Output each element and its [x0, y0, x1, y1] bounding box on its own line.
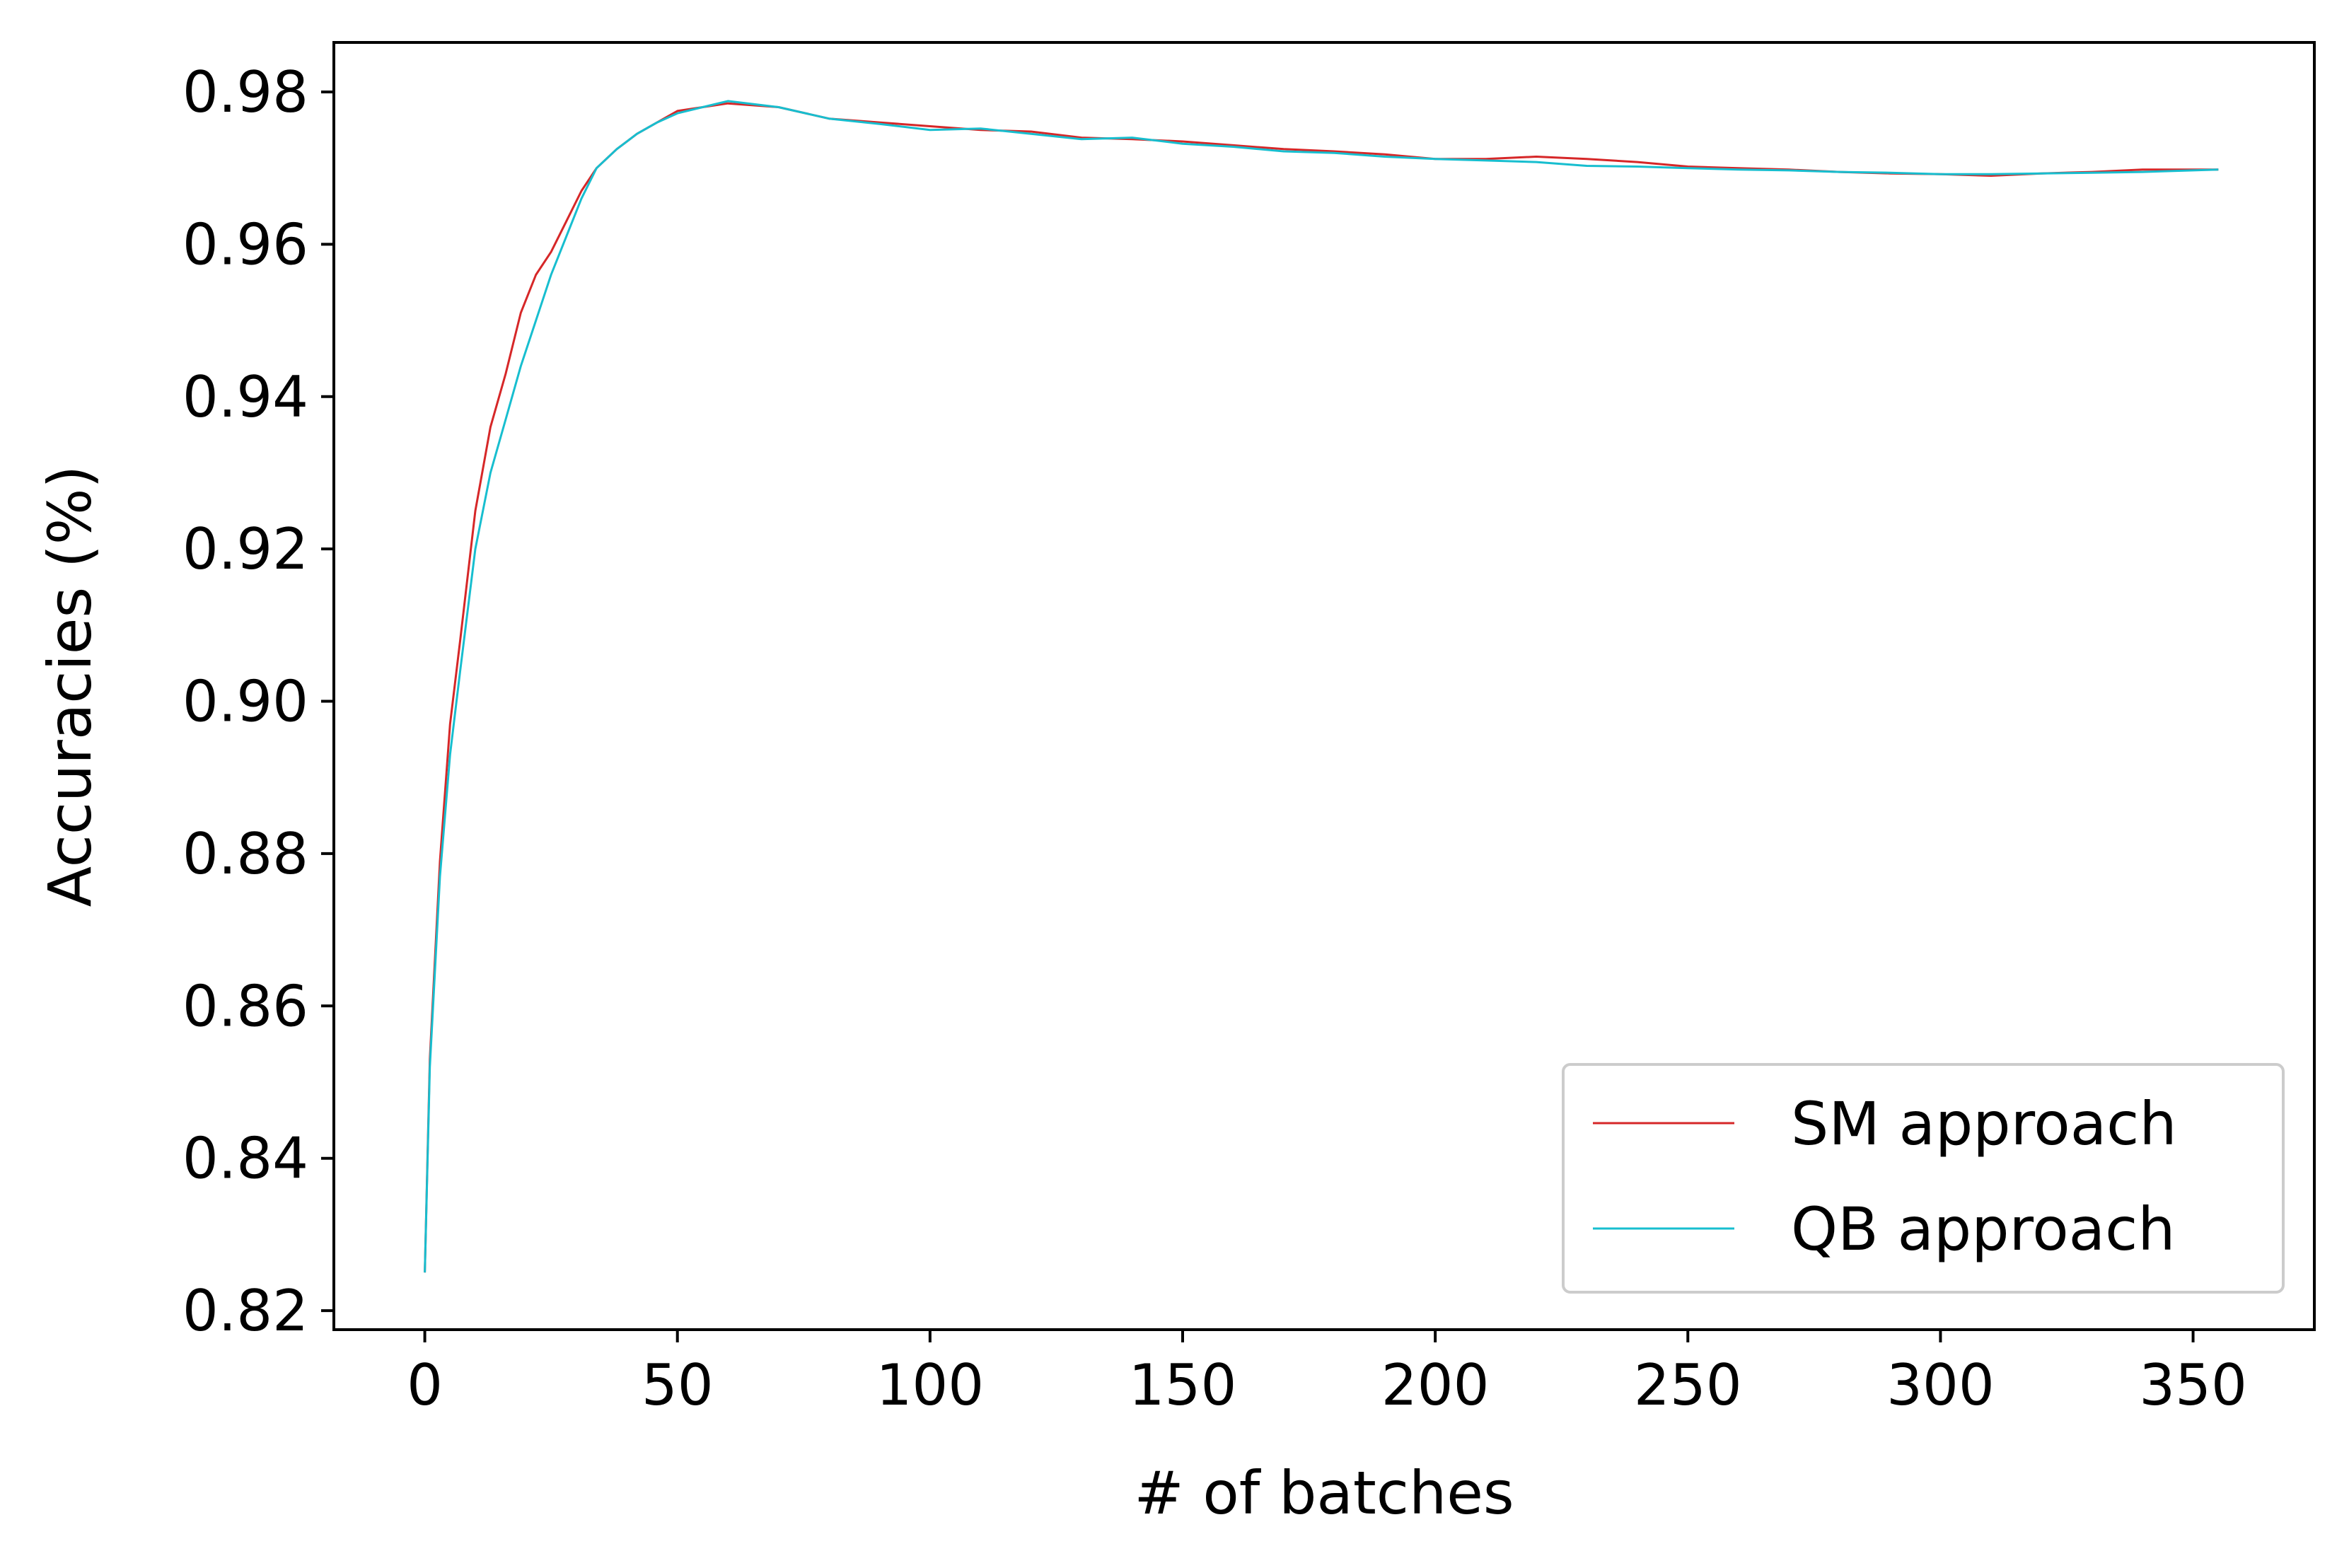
- series-layer: [424, 100, 2219, 1273]
- x-tick-label: 0: [407, 1352, 443, 1418]
- x-tick-label: 200: [1381, 1352, 1490, 1418]
- y-tick-label: 0.98: [182, 59, 308, 125]
- x-axis: 0 50 100 150 200 250 300 350: [407, 1330, 2247, 1418]
- legend-label-sm: SM approach: [1791, 1089, 2177, 1158]
- y-tick-label: 0.90: [182, 669, 308, 735]
- y-axis: 0.82 0.84 0.86 0.88 0.90 0.92 0.94 0.96 0.98: [182, 59, 334, 1344]
- legend: SM approach QB approach: [1562, 1063, 2285, 1294]
- x-tick-label: 150: [1129, 1352, 1237, 1418]
- y-tick-label: 0.92: [182, 516, 308, 582]
- y-tick-label: 0.88: [182, 821, 308, 887]
- legend-box: [1562, 1063, 2285, 1294]
- y-tick-label: 0.82: [182, 1278, 308, 1344]
- series-line-qb: [424, 100, 2219, 1273]
- x-tick-label: 300: [1886, 1352, 1995, 1418]
- y-tick-label: 0.94: [182, 364, 308, 430]
- y-tick-label: 0.86: [182, 973, 308, 1039]
- x-axis-title: # of batches: [1134, 1458, 1514, 1528]
- x-tick-label: 100: [876, 1352, 985, 1418]
- x-tick-label: 350: [2139, 1352, 2247, 1418]
- y-tick-label: 0.96: [182, 211, 308, 277]
- x-tick-label: 250: [1634, 1352, 1742, 1418]
- x-tick-label: 50: [642, 1352, 714, 1418]
- y-tick-label: 0.84: [182, 1126, 308, 1192]
- y-axis-title: Accuracies (%): [35, 465, 105, 907]
- plot-frame: [332, 41, 2316, 1331]
- legend-label-qb: QB approach: [1791, 1195, 2176, 1264]
